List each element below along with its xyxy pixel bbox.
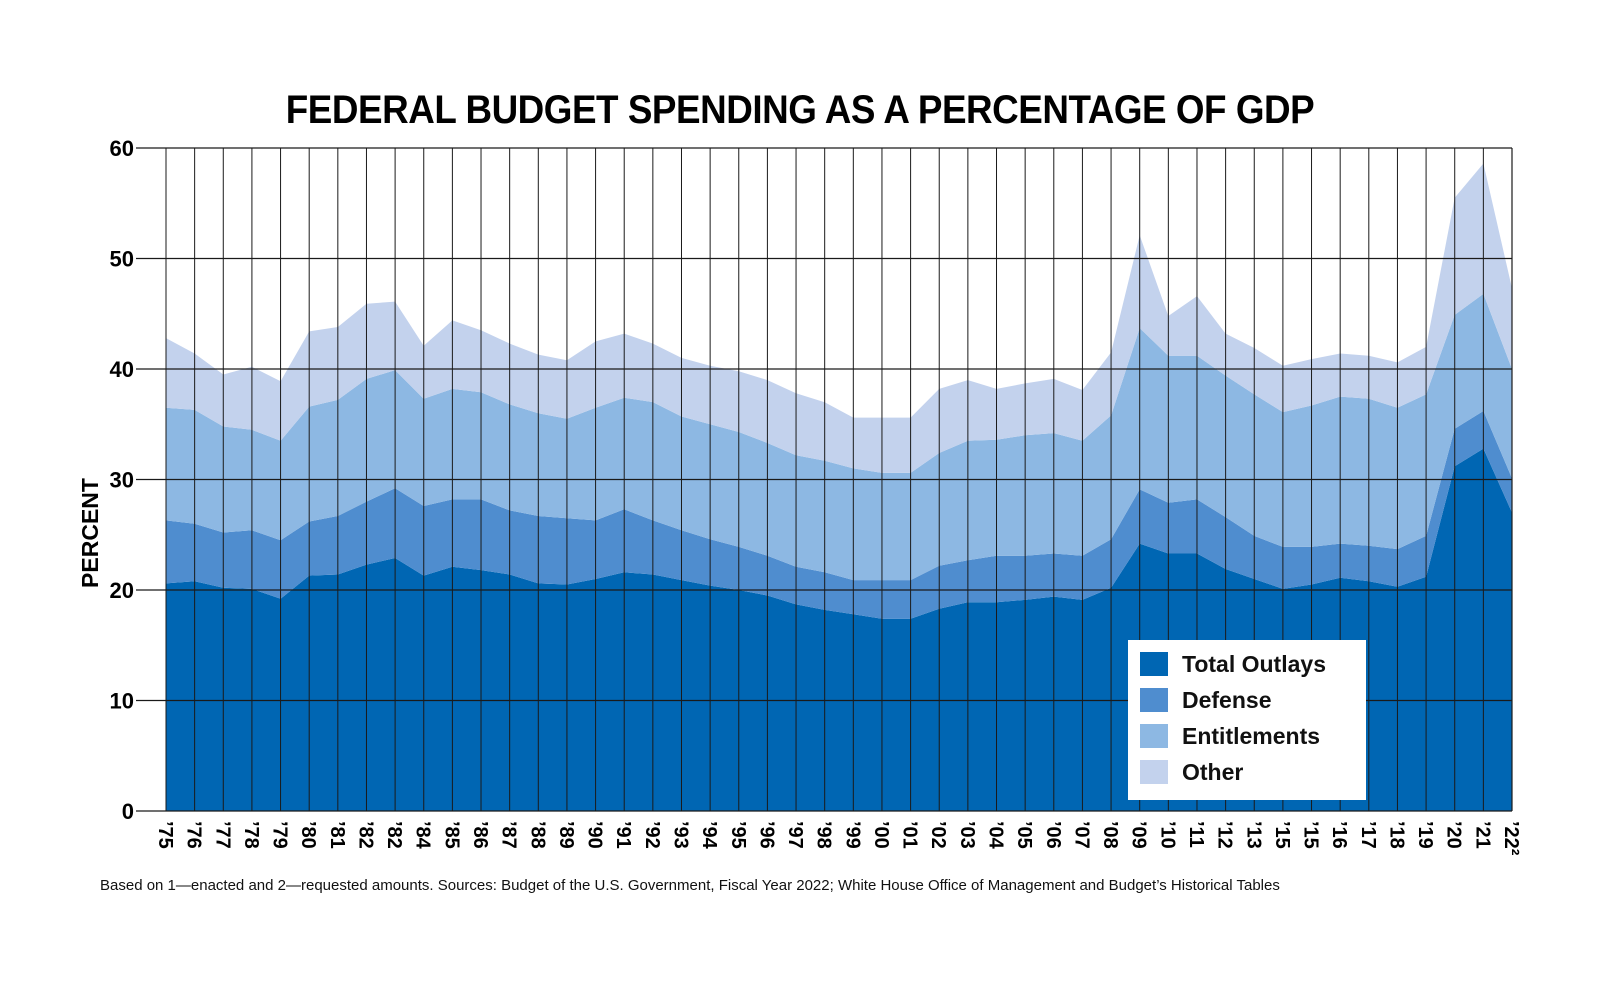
x-tick-label: ’96 <box>755 821 777 849</box>
y-tick-label: 60 <box>110 136 134 161</box>
x-tick-label: ’01 <box>899 821 921 849</box>
x-axis-ticks: ’75 ’76 ’77 ’78 ’79 ’80 ’81 ’82 ’82 ’84 ’85 ’86 ’87 ’… <box>154 821 1522 856</box>
legend-label: Total Outlays <box>1182 650 1326 677</box>
x-tick-label: ’18 <box>1385 821 1407 849</box>
x-tick-label: ’88 <box>526 821 548 849</box>
source-note: Based on 1—enacted and 2—requested amoun… <box>100 877 1280 894</box>
x-tick-label: ’79 <box>269 821 291 849</box>
legend-swatch <box>1140 760 1168 784</box>
x-tick-label: ’17 <box>1357 821 1379 849</box>
x-tick-label: ’85 <box>440 821 462 849</box>
x-tick-label: ’08 <box>1099 821 1121 849</box>
x-tick-label: ’16 <box>1328 821 1350 849</box>
x-tick-label: ’10 <box>1156 821 1178 849</box>
x-tick-label: ’97 <box>784 821 806 849</box>
x-tick-label: ’19 <box>1414 821 1436 849</box>
x-tick-label: ’92 <box>641 821 663 849</box>
y-tick-label: 0 <box>122 799 134 824</box>
x-tick-label: ’11 <box>1185 821 1207 848</box>
x-tick-label: ’76 <box>183 821 205 849</box>
legend-item-entitlements: Entitlements <box>1128 718 1366 754</box>
x-tick-label: ’15 <box>1300 821 1322 849</box>
x-tick-label: ’75 <box>154 821 176 849</box>
x-tick-label: ’91 <box>612 821 634 849</box>
x-tick-label: ’99 <box>841 821 863 849</box>
x-tick-label: ’81 <box>326 821 348 849</box>
x-tick-label: ’77 <box>211 821 233 849</box>
legend-label: Defense <box>1182 686 1272 713</box>
x-tick-label: ’20 <box>1443 821 1465 849</box>
x-tick-label: ’80 <box>297 821 319 849</box>
legend-item-defense: Defense <box>1128 682 1366 718</box>
legend: Total Outlays Defense Entitlements Other <box>1128 640 1366 800</box>
x-tick-label: ’22² <box>1500 821 1522 856</box>
x-tick-label: ’89 <box>555 821 577 849</box>
x-tick-label: ’86 <box>469 821 491 849</box>
x-tick-label: ’12 <box>1214 821 1236 849</box>
x-tick-label: ’82 <box>354 821 376 849</box>
y-tick-label: 50 <box>110 247 134 272</box>
x-tick-label: ’15 <box>1271 821 1293 849</box>
x-tick-label: ’07 <box>1070 821 1092 849</box>
y-tick-label: 40 <box>110 357 134 382</box>
y-axis-ticks: 0 10 20 30 40 50 60 <box>110 136 134 824</box>
x-tick-label: ’78 <box>240 821 262 849</box>
legend-swatch <box>1140 724 1168 748</box>
y-tick-label: 20 <box>110 578 134 603</box>
chart-title: FEDERAL BUDGET SPENDING AS A PERCENTAGE … <box>285 88 1315 132</box>
legend-item-total-outlays: Total Outlays <box>1128 646 1366 682</box>
x-tick-label: ’13 <box>1242 821 1264 849</box>
y-tick-label: 30 <box>110 468 134 493</box>
legend-swatch <box>1140 652 1168 676</box>
x-tick-label: ’04 <box>985 821 1007 850</box>
x-tick-label: ’93 <box>669 821 691 849</box>
x-tick-label: ’05 <box>1013 821 1035 849</box>
x-tick-label: ’90 <box>584 821 606 849</box>
y-tick-label: 10 <box>110 689 134 714</box>
x-tick-label: ’21 <box>1471 821 1493 849</box>
x-tick-label: ’09 <box>1128 821 1150 849</box>
x-tick-label: ’06 <box>1042 821 1064 849</box>
x-tick-label: ’84 <box>412 821 434 850</box>
area-other <box>166 163 1512 473</box>
x-tick-label: ’82 <box>383 821 405 849</box>
y-axis-label: PERCENT <box>77 478 103 588</box>
x-tick-label: ’95 <box>727 821 749 849</box>
x-tick-label: ’02 <box>927 821 949 849</box>
legend-label: Other <box>1182 758 1244 785</box>
area-defense <box>166 411 1512 619</box>
legend-label: Entitlements <box>1182 722 1321 749</box>
area-entitlements <box>166 293 1512 581</box>
legend-item-other: Other <box>1128 754 1366 790</box>
x-tick-label: ’87 <box>498 821 520 849</box>
legend-swatch <box>1140 688 1168 712</box>
x-tick-label: ’03 <box>956 821 978 849</box>
x-tick-label: ’00 <box>870 821 892 849</box>
x-tick-label: ’98 <box>813 821 835 849</box>
x-tick-label: ’94 <box>698 821 720 850</box>
